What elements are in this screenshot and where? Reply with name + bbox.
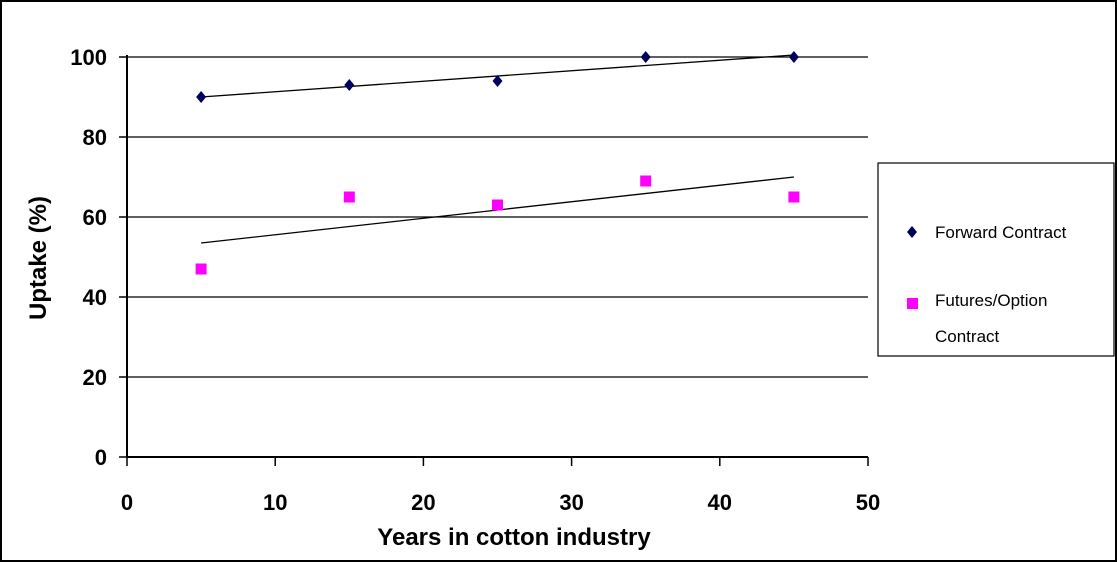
point-futures-option-contract-1 bbox=[343, 191, 355, 203]
x-tick-label-40: 40 bbox=[708, 490, 732, 515]
axes bbox=[119, 55, 869, 466]
point-forward-contract-2 bbox=[492, 75, 503, 87]
point-forward-contract-1 bbox=[344, 79, 355, 91]
point-futures-option-contract-4 bbox=[788, 191, 800, 203]
y-tick-label-40: 40 bbox=[83, 285, 107, 310]
point-forward-contract-0 bbox=[196, 91, 207, 103]
legend-label-forward-contract: Forward Contract bbox=[935, 223, 1067, 242]
legend-label-futures-option-line-1: Futures/Option bbox=[935, 291, 1047, 310]
x-tick-label-50: 50 bbox=[856, 490, 880, 515]
legend: Forward Contract Futures/Option Contract bbox=[877, 162, 1115, 357]
y-tick-label-80: 80 bbox=[83, 125, 107, 150]
legend-marker-futures-option-contract bbox=[907, 298, 918, 309]
legend-label-futures-option-line-2: Contract bbox=[935, 327, 1000, 346]
gridlines bbox=[127, 56, 868, 378]
point-futures-option-contract-0 bbox=[195, 263, 207, 275]
x-tick-label-0: 0 bbox=[121, 490, 133, 515]
x-tick-label-20: 20 bbox=[411, 490, 435, 515]
point-futures-option-contract-3 bbox=[640, 175, 652, 187]
y-tick-label-20: 20 bbox=[83, 365, 107, 390]
point-forward-contract-3 bbox=[640, 51, 651, 63]
y-axis-title: Uptake (%) bbox=[25, 196, 52, 320]
x-tick-label-10: 10 bbox=[263, 490, 287, 515]
x-axis-title: Years in cotton industry bbox=[377, 524, 651, 551]
data-points bbox=[195, 51, 800, 275]
axis-labels: 0 20 40 60 80 100 0 10 20 30 40 50 bbox=[70, 45, 880, 515]
y-tick-label-0: 0 bbox=[95, 445, 107, 470]
y-tick-label-60: 60 bbox=[83, 205, 107, 230]
x-tick-label-30: 30 bbox=[559, 490, 583, 515]
point-futures-option-contract-2 bbox=[492, 199, 503, 211]
legend-marker-forward-contract bbox=[907, 226, 917, 238]
point-forward-contract-4 bbox=[788, 51, 799, 63]
y-tick-label-100: 100 bbox=[70, 45, 107, 70]
legend-box bbox=[877, 162, 1115, 357]
